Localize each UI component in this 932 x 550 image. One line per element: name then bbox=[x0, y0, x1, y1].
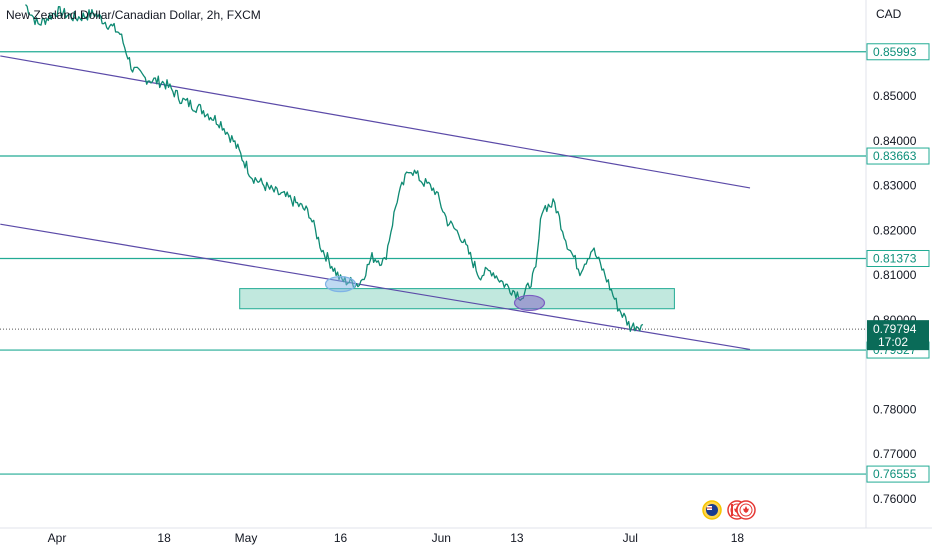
y-tick-label: 0.76000 bbox=[873, 492, 917, 506]
x-tick-label: 13 bbox=[510, 531, 524, 545]
level-price-label: 0.76555 bbox=[873, 467, 917, 481]
x-tick-label: May bbox=[235, 531, 258, 545]
y-tick-label: 0.82000 bbox=[873, 223, 917, 237]
symbol-title[interactable]: New Zealand Dollar/Canadian Dollar, 2h, … bbox=[6, 8, 261, 22]
price-series-line bbox=[25, 4, 644, 332]
level-price-badge: 0.81373 bbox=[866, 249, 930, 267]
x-tick-label: 18 bbox=[731, 531, 745, 545]
trend-line[interactable] bbox=[0, 55, 751, 189]
level-price-label: 0.85993 bbox=[873, 45, 917, 59]
y-tick-label: 0.78000 bbox=[873, 402, 917, 416]
level-price-badge: 0.76555 bbox=[866, 465, 930, 483]
x-tick-label: Apr bbox=[48, 531, 67, 545]
y-tick-label: 0.83000 bbox=[873, 179, 917, 193]
level-price-label: 0.81373 bbox=[873, 251, 917, 265]
support-zone[interactable] bbox=[239, 288, 675, 310]
x-tick-label: Jul bbox=[623, 531, 638, 545]
nz-flag-icon[interactable] bbox=[702, 500, 722, 520]
current-price-value: 0.79794 bbox=[873, 322, 917, 336]
highlight-ellipse[interactable] bbox=[324, 276, 357, 293]
y-tick-label: 0.85000 bbox=[873, 89, 917, 103]
trend-line[interactable] bbox=[0, 223, 751, 351]
level-price-badge: 0.83663 bbox=[866, 147, 930, 165]
level-price-badge: 0.85993 bbox=[866, 43, 930, 61]
currency-label: CAD bbox=[876, 7, 902, 21]
highlight-ellipse[interactable] bbox=[513, 294, 546, 312]
x-tick-label: Jun bbox=[432, 531, 451, 545]
event-icons[interactable] bbox=[702, 500, 756, 520]
y-tick-label: 0.84000 bbox=[873, 134, 917, 148]
y-tick-label: 0.81000 bbox=[873, 268, 917, 282]
x-tick-label: 18 bbox=[157, 531, 171, 545]
ca-flag-icon-2[interactable] bbox=[736, 500, 756, 520]
x-tick-label: 16 bbox=[334, 531, 348, 545]
level-price-label: 0.83663 bbox=[873, 149, 917, 163]
y-tick-label: 0.77000 bbox=[873, 447, 917, 461]
countdown-timer: 17:02 bbox=[878, 335, 908, 349]
